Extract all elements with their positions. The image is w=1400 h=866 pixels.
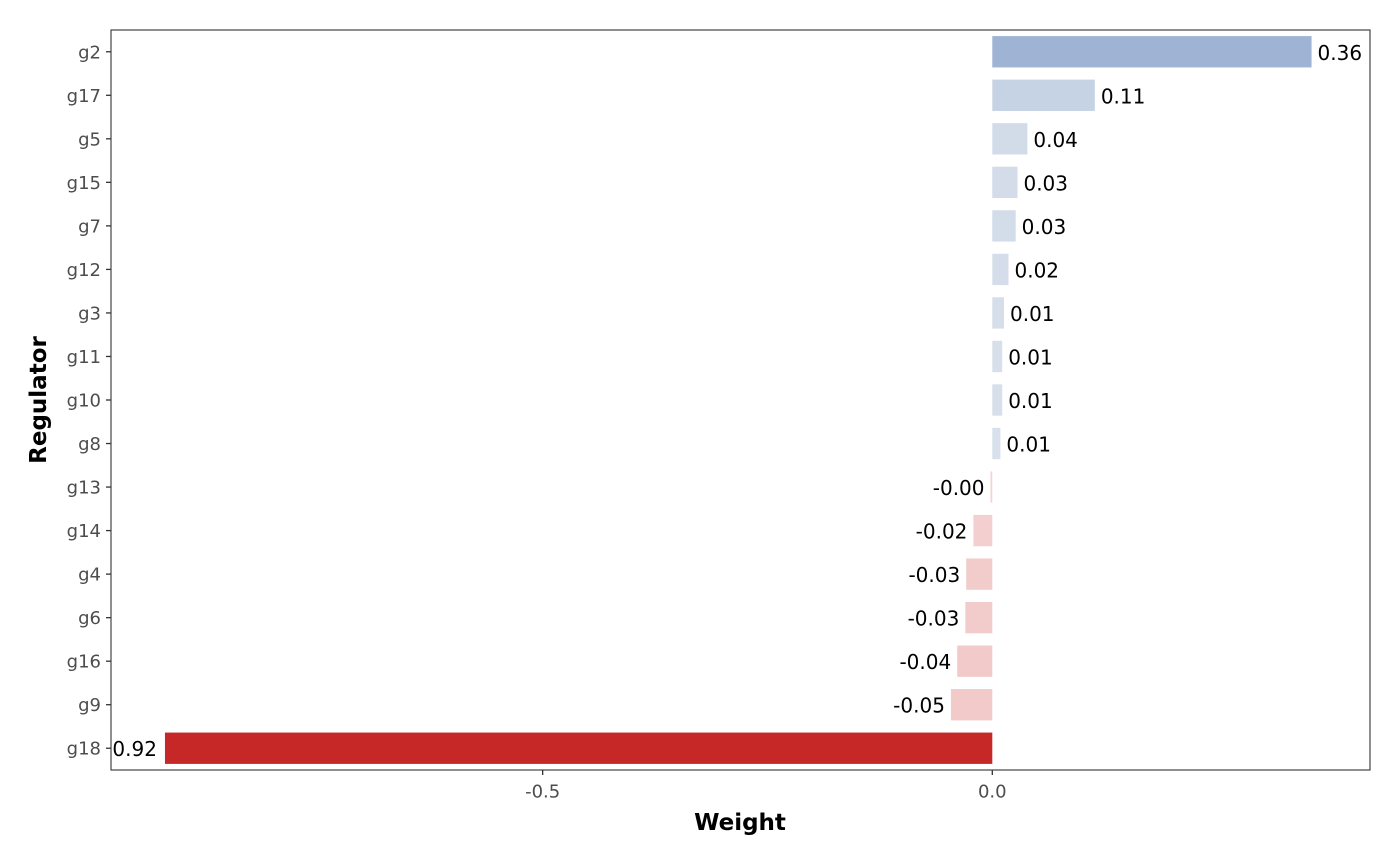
bar-g3 (992, 297, 1004, 329)
value-labels-layer: 0.36 0.11 0.04 0.03 0.03 0.02 0.01 0.01 0.01 0.01… (112, 41, 1362, 761)
y-tick-label-g10: g10 (67, 391, 101, 412)
y-tick-label-g15: g15 (67, 173, 101, 194)
value-label-g12: 0.02 (1014, 258, 1059, 282)
bar-g17 (992, 79, 1095, 111)
bar-g11 (992, 340, 1003, 373)
y-tick-label-g7: g7 (78, 216, 101, 237)
bar-g18 (164, 732, 993, 764)
bars-layer (164, 36, 1312, 764)
y-tick-label-g16: g16 (67, 652, 101, 673)
bar-g12 (992, 253, 1009, 286)
x-tick-label-0: -0.5 (525, 782, 560, 803)
y-tick-label-g14: g14 (67, 521, 101, 542)
value-label-g2: 0.36 (1318, 41, 1363, 65)
value-label-g7: 0.03 (1022, 215, 1067, 239)
bar-g4 (966, 558, 993, 590)
x-axis-title: Weight (694, 810, 786, 836)
value-label-g16: -0.04 (899, 650, 951, 674)
bar-g6 (965, 601, 993, 634)
y-tick-label-g11: g11 (67, 347, 101, 368)
y-tick-label-g6: g6 (78, 608, 101, 629)
value-label-g17: 0.11 (1101, 84, 1146, 108)
value-label-g10: 0.01 (1008, 389, 1053, 413)
bar-g13 (990, 471, 993, 503)
y-tick-label-g17: g17 (67, 86, 101, 107)
y-tick-label-g13: g13 (67, 478, 101, 499)
y-tick-label-g3: g3 (78, 303, 101, 324)
y-axis-title: Regulator (26, 336, 52, 464)
value-label-g5: 0.04 (1033, 128, 1078, 152)
value-label-g3: 0.01 (1010, 302, 1055, 326)
value-label-g4: -0.03 (908, 563, 960, 587)
value-label-g11: 0.01 (1008, 345, 1053, 369)
y-tick-label-g9: g9 (78, 695, 101, 716)
y-tick-label-g12: g12 (67, 260, 101, 281)
bar-g2 (992, 36, 1312, 68)
y-tick-label-g18: g18 (67, 739, 101, 760)
value-label-g15: 0.03 (1023, 171, 1068, 195)
bar-g5 (992, 123, 1028, 155)
x-axis: -0.5 0.0 (525, 770, 1007, 803)
bar-g8 (992, 427, 1001, 460)
bar-g14 (973, 514, 993, 547)
bar-g10 (992, 384, 1003, 416)
bar-g7 (992, 210, 1016, 242)
bar-g15 (992, 166, 1018, 199)
bar-g16 (957, 645, 993, 677)
x-tick-label-1: 0.0 (978, 782, 1007, 803)
y-tick-label-g4: g4 (78, 565, 101, 586)
value-label-g13: -0.00 (933, 476, 985, 500)
value-label-g6: -0.03 (908, 607, 960, 631)
y-tick-label-g5: g5 (78, 129, 101, 150)
y-axis: g2 g17 g5 g15 g7 g12 g3 g11 g10 g8 g13 g14 g4 g6 g16 g9… (67, 42, 111, 760)
value-label-g18: 0.92 (112, 737, 157, 761)
y-tick-label-g8: g8 (78, 434, 101, 455)
bar-g9 (950, 689, 993, 721)
value-label-g8: 0.01 (1006, 433, 1051, 457)
value-label-g9: -0.05 (893, 694, 945, 718)
y-tick-label-g2: g2 (78, 42, 101, 63)
value-label-g14: -0.02 (916, 520, 968, 544)
plot-panel (110, 29, 1371, 771)
